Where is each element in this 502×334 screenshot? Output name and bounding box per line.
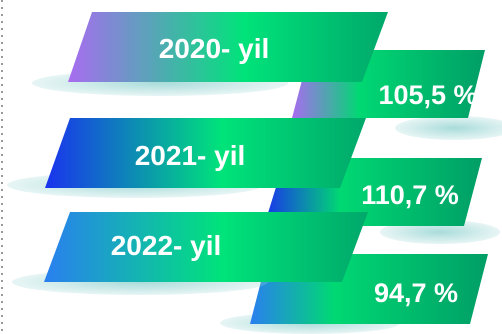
row-2022: 94,7 % 2022- yil xyxy=(12,212,488,334)
value-label: 110,7 % xyxy=(361,180,459,210)
value-label: 94,7 % xyxy=(374,278,458,308)
year-label: 2022- yil xyxy=(111,230,222,261)
year-banner xyxy=(45,118,366,188)
value-label: 105,5 % xyxy=(378,80,477,110)
row-2020: 105,5 % 2020- yil xyxy=(32,12,502,140)
year-banner xyxy=(44,212,368,282)
year-banner xyxy=(68,12,388,82)
row-2021: 110,7 % 2021- yil xyxy=(7,118,500,244)
value-shadow xyxy=(395,116,502,140)
year-label: 2020- yil xyxy=(159,33,270,64)
year-label: 2021- yil xyxy=(135,140,246,171)
